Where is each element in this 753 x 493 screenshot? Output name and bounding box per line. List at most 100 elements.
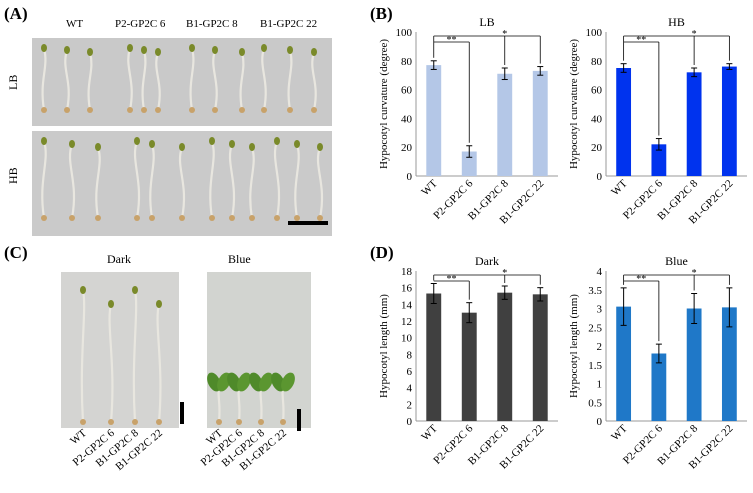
hypocotyl <box>64 49 70 111</box>
y-tick-label: 0 <box>597 416 603 428</box>
y-tick-label: 100 <box>586 27 603 39</box>
y-tick-label: 60 <box>401 85 413 97</box>
cotyledon <box>141 46 147 54</box>
hypocotyl <box>133 140 141 219</box>
bar <box>651 144 667 176</box>
seed <box>69 215 75 221</box>
hypocotyl <box>87 51 93 111</box>
seed <box>261 107 267 113</box>
hypocotyl <box>209 140 215 219</box>
seedling <box>189 44 195 113</box>
hypocotyl <box>273 140 281 219</box>
x-tick-label: WT <box>609 177 630 198</box>
bar <box>651 353 667 421</box>
cotyledon <box>41 137 47 145</box>
seedling <box>239 48 245 113</box>
seed <box>108 419 114 425</box>
seed <box>249 215 255 221</box>
y-tick-label: 2 <box>407 399 413 411</box>
panel-label-b: (B) <box>370 4 393 23</box>
cotyledon <box>209 137 215 145</box>
y-tick-label: 6 <box>407 366 413 378</box>
hypocotyl <box>239 51 245 111</box>
blue-photo-background <box>207 272 311 428</box>
significance-marker: ** <box>447 35 457 46</box>
seedling <box>209 137 215 221</box>
y-tick-label: 100 <box>396 27 413 39</box>
bar <box>426 293 442 421</box>
significance-marker: * <box>692 29 697 40</box>
cotyledon <box>134 137 140 145</box>
significance-marker: ** <box>447 274 457 285</box>
condition-label-blue: Blue <box>228 252 251 266</box>
cotyledon <box>237 372 251 392</box>
bar <box>721 307 737 421</box>
genotype-label: WT <box>68 427 89 447</box>
cotyledon <box>179 143 185 151</box>
cotyledon <box>127 44 133 52</box>
genotype-label: P2-GP2C 6 <box>115 18 166 30</box>
chart-dark: Dark Hypocotyl length (mm) 0 2 4 6 8 10 12 14 16 18… <box>378 254 558 472</box>
hypocotyl <box>294 143 300 219</box>
seedling <box>155 48 161 113</box>
cotyledon <box>317 143 323 151</box>
y-tick-label: 0 <box>597 171 603 183</box>
y-tick-label: 0 <box>407 171 413 183</box>
hypocotyl <box>68 143 76 219</box>
significance-marker: ** <box>636 35 646 46</box>
seedling <box>249 143 255 221</box>
scale-bar <box>180 402 184 424</box>
hypocotyl <box>108 303 114 423</box>
seed <box>127 107 133 113</box>
cotyledon <box>261 44 267 52</box>
seedling <box>87 48 93 113</box>
seedling <box>207 372 231 425</box>
cotyledon <box>149 140 155 148</box>
seedling <box>271 372 295 425</box>
bar <box>616 306 632 421</box>
seed <box>41 215 47 221</box>
y-tick-label: 3 <box>597 304 603 316</box>
hypocotyl <box>316 146 324 219</box>
hypocotyl <box>132 289 138 423</box>
lb-photo-background <box>32 38 332 126</box>
seed <box>212 107 218 113</box>
seedling <box>108 300 114 425</box>
genotype-label: B1-GP2C 8 <box>186 18 238 30</box>
scale-bar <box>297 409 301 431</box>
y-tick-label: 20 <box>591 142 603 154</box>
seed <box>189 107 195 113</box>
seed <box>258 419 264 425</box>
cotyledon <box>274 137 280 145</box>
seed <box>229 215 235 221</box>
cotyledon <box>287 46 293 54</box>
cotyledon <box>95 143 101 151</box>
genotype-label: B1-GP2C 22 <box>260 18 318 30</box>
chart-title: Blue <box>665 254 688 268</box>
cotyledon <box>156 300 162 308</box>
hypocotyl <box>311 51 317 111</box>
chart-title: LB <box>479 15 494 29</box>
hypocotyl <box>261 47 267 111</box>
y-tick-label: 80 <box>401 56 413 68</box>
cotyledon <box>189 44 195 52</box>
seedling <box>127 44 133 113</box>
significance-marker: ** <box>636 274 646 285</box>
y-tick-label: 10 <box>401 333 413 345</box>
seed <box>317 215 323 221</box>
y-tick-label: 40 <box>401 113 413 125</box>
y-tick-label: 4 <box>407 383 413 395</box>
hypocotyl <box>149 143 155 219</box>
y-axis-label: Hypocotyl length (mm) <box>378 294 390 398</box>
row-label-hb: HB <box>6 167 20 184</box>
bar <box>721 66 737 176</box>
y-tick-label: 20 <box>401 142 413 154</box>
seedling <box>95 143 101 221</box>
cotyledon <box>239 48 245 56</box>
y-axis-label: Hypocotyl curvature (degree) <box>378 39 390 169</box>
y-axis-label: Hypocotyl curvature (degree) <box>568 39 580 169</box>
significance-marker: * <box>692 268 697 279</box>
bar <box>426 65 442 176</box>
